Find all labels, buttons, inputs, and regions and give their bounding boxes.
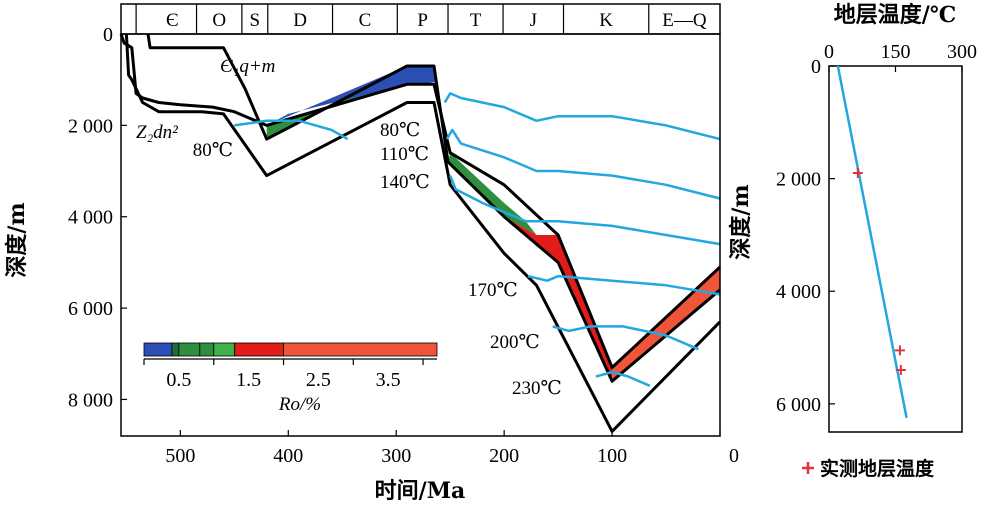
- period-label: J: [530, 10, 537, 31]
- isotherm-label: 80℃: [193, 140, 233, 161]
- burial-curve-z2dn2: [124, 33, 722, 433]
- period-label: Є: [166, 10, 179, 31]
- y-tick-label: 0: [103, 24, 113, 46]
- ro-legend-tick-label: 2.5: [306, 369, 331, 391]
- ro-legend-tick-label: 1.5: [236, 369, 261, 391]
- x-tick-label: 0: [824, 41, 834, 63]
- temperature-axis-title: 地层温度/℃: [834, 2, 956, 28]
- x-tick-label: 100: [597, 445, 627, 467]
- isotherm-label: 110℃: [380, 144, 429, 165]
- isotherm-label: 200℃: [490, 332, 540, 353]
- burial-curve-top: [119, 33, 722, 369]
- isotherm-line: [595, 370, 651, 387]
- isotherm-label: 140℃: [380, 172, 430, 193]
- isotherm-line: [552, 325, 699, 351]
- x-tick-label: 300: [947, 41, 977, 63]
- measured-point: [852, 167, 863, 178]
- curve-label-bottom: Z₂dn²: [136, 122, 178, 143]
- y-tick-label: 4 000: [68, 207, 113, 229]
- period-label: T: [470, 10, 482, 31]
- ro-legend-tick-label: 3.5: [376, 369, 401, 391]
- period-label: S: [250, 10, 261, 31]
- period-label: P: [417, 10, 428, 31]
- ro-band-green-2: [448, 152, 537, 235]
- burial-history-chart: Є O S D C P T J K E—Q 80℃ 80℃ 110℃ 140℃ 170℃ 200℃ 230℃ 0 2…: [4, 3, 739, 504]
- period-label: K: [599, 10, 613, 31]
- isotherm-label: 80℃: [380, 120, 420, 141]
- ro-legend-swatch: [178, 342, 201, 357]
- isotherm-line: [234, 119, 349, 141]
- period-label: O: [212, 10, 226, 31]
- isotherm-label: 170℃: [468, 280, 518, 301]
- period-label: C: [359, 10, 372, 31]
- ro-legend-swatch: [213, 342, 236, 357]
- isotherm-line: [449, 175, 721, 246]
- measured-point: [894, 345, 905, 356]
- measured-legend-label: 实测地层温度: [820, 457, 935, 480]
- x-tick-label: 0: [729, 445, 739, 467]
- period-label: E—Q: [662, 10, 707, 31]
- isotherm-label: 230℃: [512, 378, 562, 399]
- y-axis-title: 深度/m: [4, 202, 30, 277]
- y-tick-label: 2 000: [776, 169, 821, 191]
- y-tick-label: 6 000: [68, 298, 113, 320]
- period-label: D: [293, 10, 307, 31]
- y-tick-label: 4 000: [776, 281, 821, 303]
- y-axis-title-right: 深度/m: [728, 184, 754, 259]
- ro-band-orange: [612, 267, 720, 382]
- ro-legend-swatch: [199, 342, 215, 357]
- ro-legend-tick-label: 0.5: [166, 369, 191, 391]
- x-tick-label: 300: [381, 445, 411, 467]
- isotherm-line: [445, 128, 721, 200]
- ro-legend-swatch: [234, 342, 284, 357]
- x-tick-label: 400: [273, 445, 303, 467]
- measured-legend-marker: [802, 462, 814, 474]
- x-tick-label: 150: [881, 41, 911, 63]
- y-tick-label: 6 000: [776, 394, 821, 416]
- y-tick-label: 8 000: [68, 389, 113, 411]
- ro-legend-label: Ro/%: [278, 394, 321, 415]
- ro-legend-swatch: [171, 342, 180, 357]
- y-tick-label: 0: [811, 56, 821, 78]
- x-axis-title: 时间/Ma: [375, 478, 466, 504]
- ro-legend-swatch: [283, 342, 438, 357]
- ro-band-red: [504, 216, 613, 382]
- measured-point: [895, 365, 906, 376]
- x-tick-label: 500: [165, 445, 195, 467]
- temperature-gradient-line: [836, 65, 908, 419]
- curve-label-top: Є₁q+m: [220, 56, 275, 77]
- plot-frame: [120, 33, 721, 437]
- burial-curve-1qm: [146, 33, 721, 383]
- isotherm-line: [443, 92, 721, 141]
- ro-legend-swatch: [143, 342, 173, 357]
- x-tick-label: 200: [489, 445, 519, 467]
- isotherm-line: [527, 274, 721, 296]
- y-tick-label: 2 000: [68, 115, 113, 137]
